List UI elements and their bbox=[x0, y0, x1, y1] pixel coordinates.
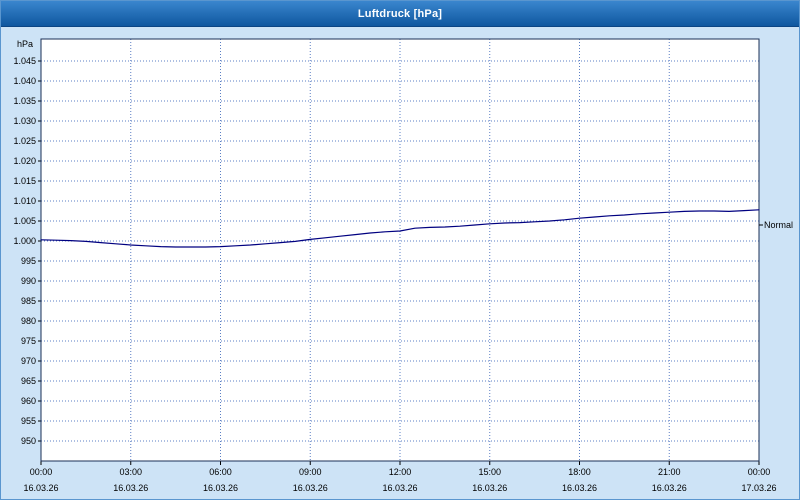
x-tick-time-label: 06:00 bbox=[209, 467, 232, 477]
y-tick-label: 1.030 bbox=[13, 116, 36, 126]
x-tick-time-label: 03:00 bbox=[119, 467, 142, 477]
chart-area: 1.045 1.040 1.035 1.030 1.025 1.020 1.015 1.010… bbox=[1, 27, 799, 499]
y-tick-label: 1.000 bbox=[13, 236, 36, 246]
window-title: Luftdruck [hPa] bbox=[357, 7, 443, 20]
pressure-line bbox=[40, 209, 760, 248]
y-tick-label: 1.025 bbox=[13, 136, 36, 146]
y-tick-label: 980 bbox=[21, 316, 36, 326]
x-tick-time-label: 21:00 bbox=[658, 467, 681, 477]
y-tick-label: 955 bbox=[21, 416, 36, 426]
y-tick-label: 975 bbox=[21, 336, 36, 346]
x-tick-date-label: 16.03.26 bbox=[113, 483, 148, 493]
x-tick-date-label: 17.03.26 bbox=[741, 483, 776, 493]
x-tick-date-label: 16.03.26 bbox=[23, 483, 58, 493]
x-tick-time-label: 00:00 bbox=[30, 467, 53, 477]
y-tick-label: 990 bbox=[21, 276, 36, 286]
y-tick-label: 995 bbox=[21, 256, 36, 266]
y-tick-label: 950 bbox=[21, 436, 36, 446]
y-tick-label: 1.010 bbox=[13, 196, 36, 206]
x-tick-time-label: 12:00 bbox=[389, 467, 412, 477]
x-tick-time-label: 18:00 bbox=[568, 467, 591, 477]
y-tick-label: 960 bbox=[21, 396, 36, 406]
y-tick-label: 970 bbox=[21, 356, 36, 366]
x-tick-date-label: 16.03.26 bbox=[382, 483, 417, 493]
y-tick-label: 1.005 bbox=[13, 216, 36, 226]
y-tick-label: 1.015 bbox=[13, 176, 36, 186]
window-titlebar: Luftdruck [hPa] bbox=[1, 1, 799, 27]
y-tick-label: 985 bbox=[21, 296, 36, 306]
x-tick-date-label: 16.03.26 bbox=[293, 483, 328, 493]
y-axis-unit-label: hPa bbox=[17, 39, 34, 49]
x-tick-date-label: 16.03.26 bbox=[203, 483, 238, 493]
pressure-line-chart: 1.045 1.040 1.035 1.030 1.025 1.020 1.015 1.010… bbox=[13, 38, 777, 493]
y-tick-label: 1.045 bbox=[13, 56, 36, 66]
plot-frame bbox=[40, 38, 760, 462]
x-tick-time-label: 09:00 bbox=[299, 467, 322, 477]
y-tick-label: 1.040 bbox=[13, 76, 36, 86]
x-tick-date-label: 16.03.26 bbox=[472, 483, 507, 493]
normal-marker-label: Normal bbox=[764, 220, 794, 230]
y-tick-label: 965 bbox=[21, 376, 36, 386]
x-tick-time-label: 15:00 bbox=[478, 467, 501, 477]
y-tick-label: 1.035 bbox=[13, 96, 36, 106]
x-tick-date-label: 16.03.26 bbox=[652, 483, 687, 493]
y-tick-label: 1.020 bbox=[13, 156, 36, 166]
x-tick-time-label: 00:00 bbox=[748, 467, 771, 477]
x-tick-date-label: 16.03.26 bbox=[562, 483, 597, 493]
